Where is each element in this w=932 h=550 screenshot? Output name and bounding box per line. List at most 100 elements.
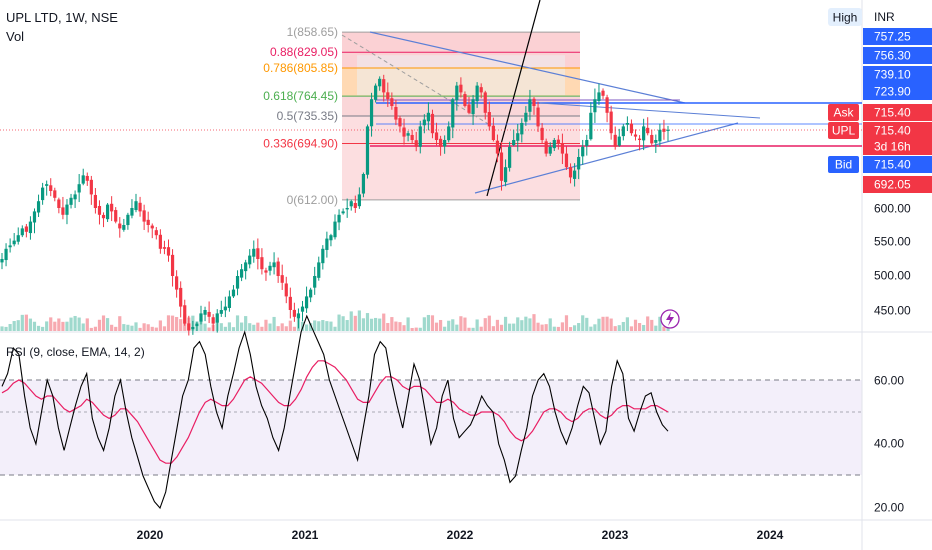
vol-label[interactable]: Vol: [6, 29, 24, 44]
rsi-label[interactable]: RSI (9, close, EMA, 14, 2): [6, 345, 145, 359]
volume-bar: [516, 317, 520, 331]
price-label-badge[interactable]: [863, 28, 932, 45]
price-tag-text: Bid: [835, 158, 852, 172]
price-label-badge[interactable]: [863, 83, 932, 100]
volume-bar: [333, 326, 337, 331]
volume-bar: [158, 320, 162, 331]
volume-bar: [49, 317, 53, 331]
volume-bar: [256, 322, 260, 331]
volume-bar: [642, 324, 646, 331]
volume-bar: [114, 326, 118, 331]
candle-body: [398, 118, 402, 127]
volume-bar: [337, 314, 341, 331]
candle-body: [621, 126, 625, 137]
volume-bar: [556, 326, 560, 331]
volume-bar: [325, 321, 329, 331]
candle-body: [158, 234, 162, 249]
fib-diagonal-dashed: [341, 34, 491, 126]
candle-body: [617, 136, 621, 146]
candle-body: [146, 219, 150, 225]
candle-body: [73, 194, 77, 200]
price-label-text: 756.30: [874, 49, 911, 63]
candle-body: [666, 129, 670, 131]
volume-bar: [430, 315, 435, 331]
candle-body: [215, 313, 219, 323]
price-tag-badge[interactable]: [828, 104, 859, 121]
candle-body: [337, 214, 341, 223]
candle-body: [357, 194, 361, 207]
rsi-tick-label: 60.00: [874, 374, 904, 388]
price-label-badge[interactable]: [863, 122, 932, 139]
price-label-badge[interactable]: [863, 156, 932, 173]
price-axis-labels[interactable]: 757.25 756.30 739.10 723.90 715.40 Ask 715.40 U…: [828, 28, 932, 193]
candle-body: [45, 184, 49, 186]
volume-bar: [223, 326, 227, 331]
trend-line-extension[interactable]: [539, 102, 761, 119]
candle-body: [333, 221, 337, 238]
triangle-upper-line[interactable]: [369, 31, 686, 104]
price-label-badge[interactable]: [863, 66, 932, 83]
price-tag-badge[interactable]: [828, 156, 859, 173]
volume-bar: [654, 325, 658, 331]
volume-bar: [313, 320, 317, 331]
rsi-signal-line: [1, 360, 669, 464]
candle-body: [81, 175, 85, 184]
volume-bar: [532, 314, 536, 331]
price-tick-label: 450.00: [874, 304, 911, 318]
black-trend-line[interactable]: [486, 0, 541, 197]
volume-bar: [422, 317, 426, 331]
symbol-title[interactable]: UPL LTD, 1W, NSE: [6, 10, 118, 25]
candle-body: [572, 170, 577, 179]
candle-body: [654, 140, 658, 143]
candle-body: [637, 138, 642, 140]
candle-body: [625, 123, 629, 125]
candle-body: [8, 245, 12, 248]
price-label-text: 692.05: [874, 178, 911, 192]
candle-body: [166, 247, 171, 256]
candle-body: [374, 85, 378, 100]
time-axis-ticks: 2020 2021 2022 2023 2024: [137, 528, 784, 542]
candle-body: [65, 204, 69, 215]
price-label-badge[interactable]: [863, 104, 932, 121]
volume-bar: [138, 327, 142, 331]
volume-bar: [89, 327, 93, 331]
candle-body: [528, 99, 532, 112]
high-button[interactable]: [828, 8, 862, 26]
volume-bar: [353, 315, 357, 331]
volume-bar: [593, 324, 597, 331]
price-label-badge[interactable]: [863, 176, 932, 193]
candle-body: [49, 185, 53, 191]
volume-bar: [162, 326, 167, 331]
volume-bar: [479, 326, 483, 331]
volume-bar: [483, 318, 487, 331]
volume-bar: [203, 323, 207, 331]
candle-body: [313, 276, 317, 288]
fib-level-label: 0.786(805.85): [263, 61, 338, 75]
candle-body: [317, 262, 321, 278]
volume-bar: [512, 323, 516, 331]
candle-body: [187, 323, 191, 331]
candle-body: [447, 126, 451, 141]
candle-body: [369, 99, 374, 127]
price-candles[interactable]: [0, 74, 670, 336]
price-tag-badge[interactable]: [828, 122, 859, 139]
triangle-lower-line[interactable]: [474, 122, 739, 194]
candle-body: [410, 134, 414, 140]
volume-bar: [154, 327, 158, 331]
candle-body: [471, 99, 475, 115]
candle-body: [577, 157, 581, 170]
volume-bar: [97, 319, 102, 331]
volume-bar: [142, 323, 146, 331]
candle-body: [524, 112, 528, 122]
volume-bar: [309, 323, 313, 331]
volume-bar: [633, 319, 638, 331]
volume-bar: [548, 318, 552, 331]
candle-body: [85, 175, 89, 181]
candle-body: [203, 310, 207, 315]
price-label-badge[interactable]: [863, 47, 932, 64]
price-label-badge[interactable]: [863, 138, 932, 155]
volume-bar: [402, 325, 406, 331]
candle-body: [512, 140, 516, 146]
price-label-text: 3d 16h: [874, 140, 911, 154]
